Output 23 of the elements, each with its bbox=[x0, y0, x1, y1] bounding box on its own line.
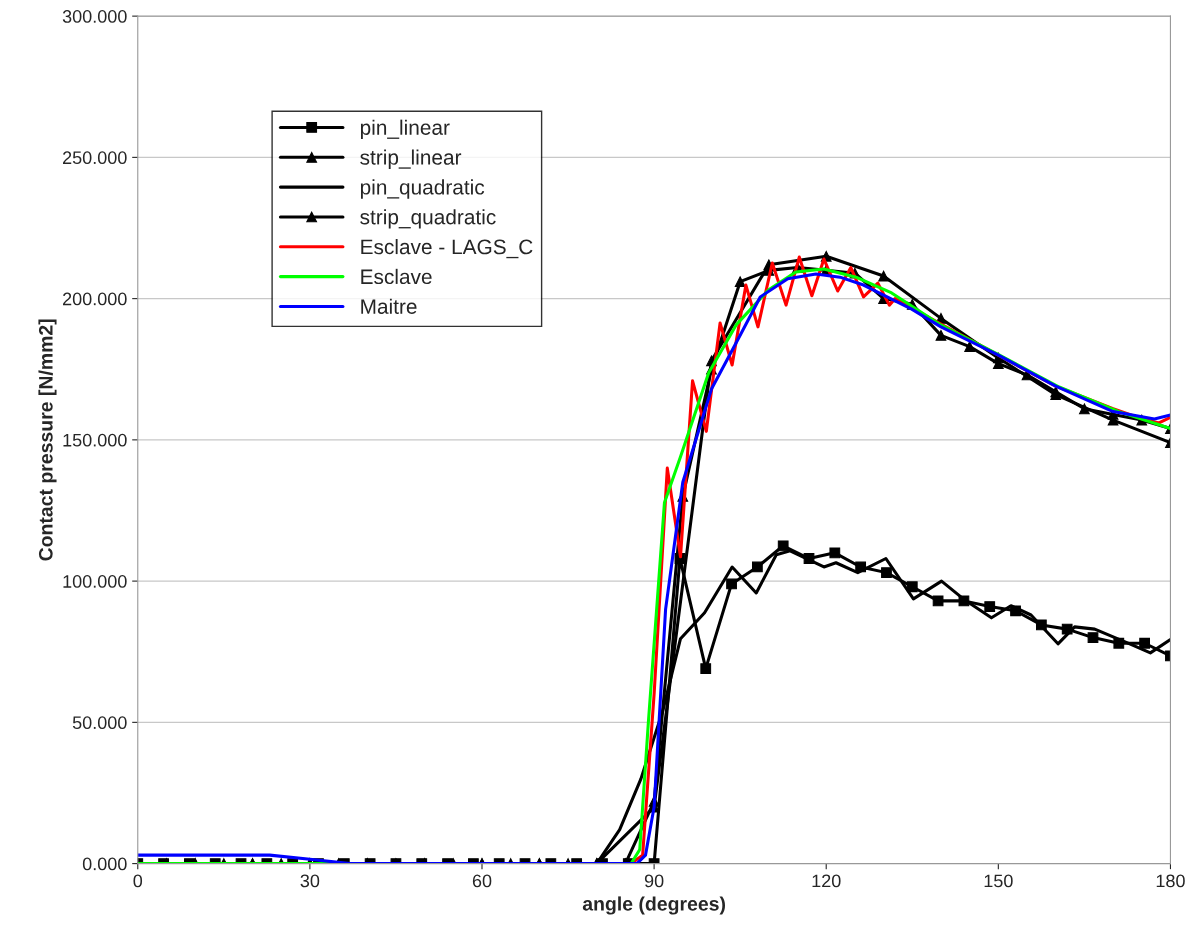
y-tick-label: 50.000 bbox=[72, 716, 127, 730]
legend-label: Maitre bbox=[361, 298, 417, 314]
x-tick-label: 90 bbox=[644, 874, 664, 888]
x-tick-label: 0 bbox=[133, 874, 143, 888]
legend-label: strip_quadratic bbox=[360, 209, 496, 229]
y-tick-label: 100.000 bbox=[63, 575, 127, 588]
x-axis-title: angle (degrees) bbox=[582, 896, 726, 915]
x-tick-label: 120 bbox=[812, 874, 841, 888]
x-tick-label: 150 bbox=[984, 874, 1013, 888]
legend-label: strip_linear bbox=[360, 149, 462, 169]
y-tick-label: 250.000 bbox=[63, 151, 127, 165]
y-axis-title: Contact pressure [N/mm2] bbox=[38, 319, 57, 561]
y-tick-label: 150.000 bbox=[63, 433, 127, 447]
x-tick-label: 60 bbox=[472, 874, 492, 888]
legend-label: pin_linear bbox=[360, 119, 450, 140]
x-tick-label: 180 bbox=[1156, 874, 1185, 888]
y-tick-label: 300.000 bbox=[62, 10, 127, 23]
legend-label: Esclave bbox=[361, 268, 432, 285]
legend-label: pin_quadratic bbox=[360, 179, 485, 199]
y-tick-label: 0.000 bbox=[82, 857, 127, 871]
x-tick-label: 30 bbox=[300, 874, 320, 888]
legend-label: Esclave - LAGS_C bbox=[361, 238, 533, 259]
y-tick-label: 200.000 bbox=[63, 292, 127, 306]
